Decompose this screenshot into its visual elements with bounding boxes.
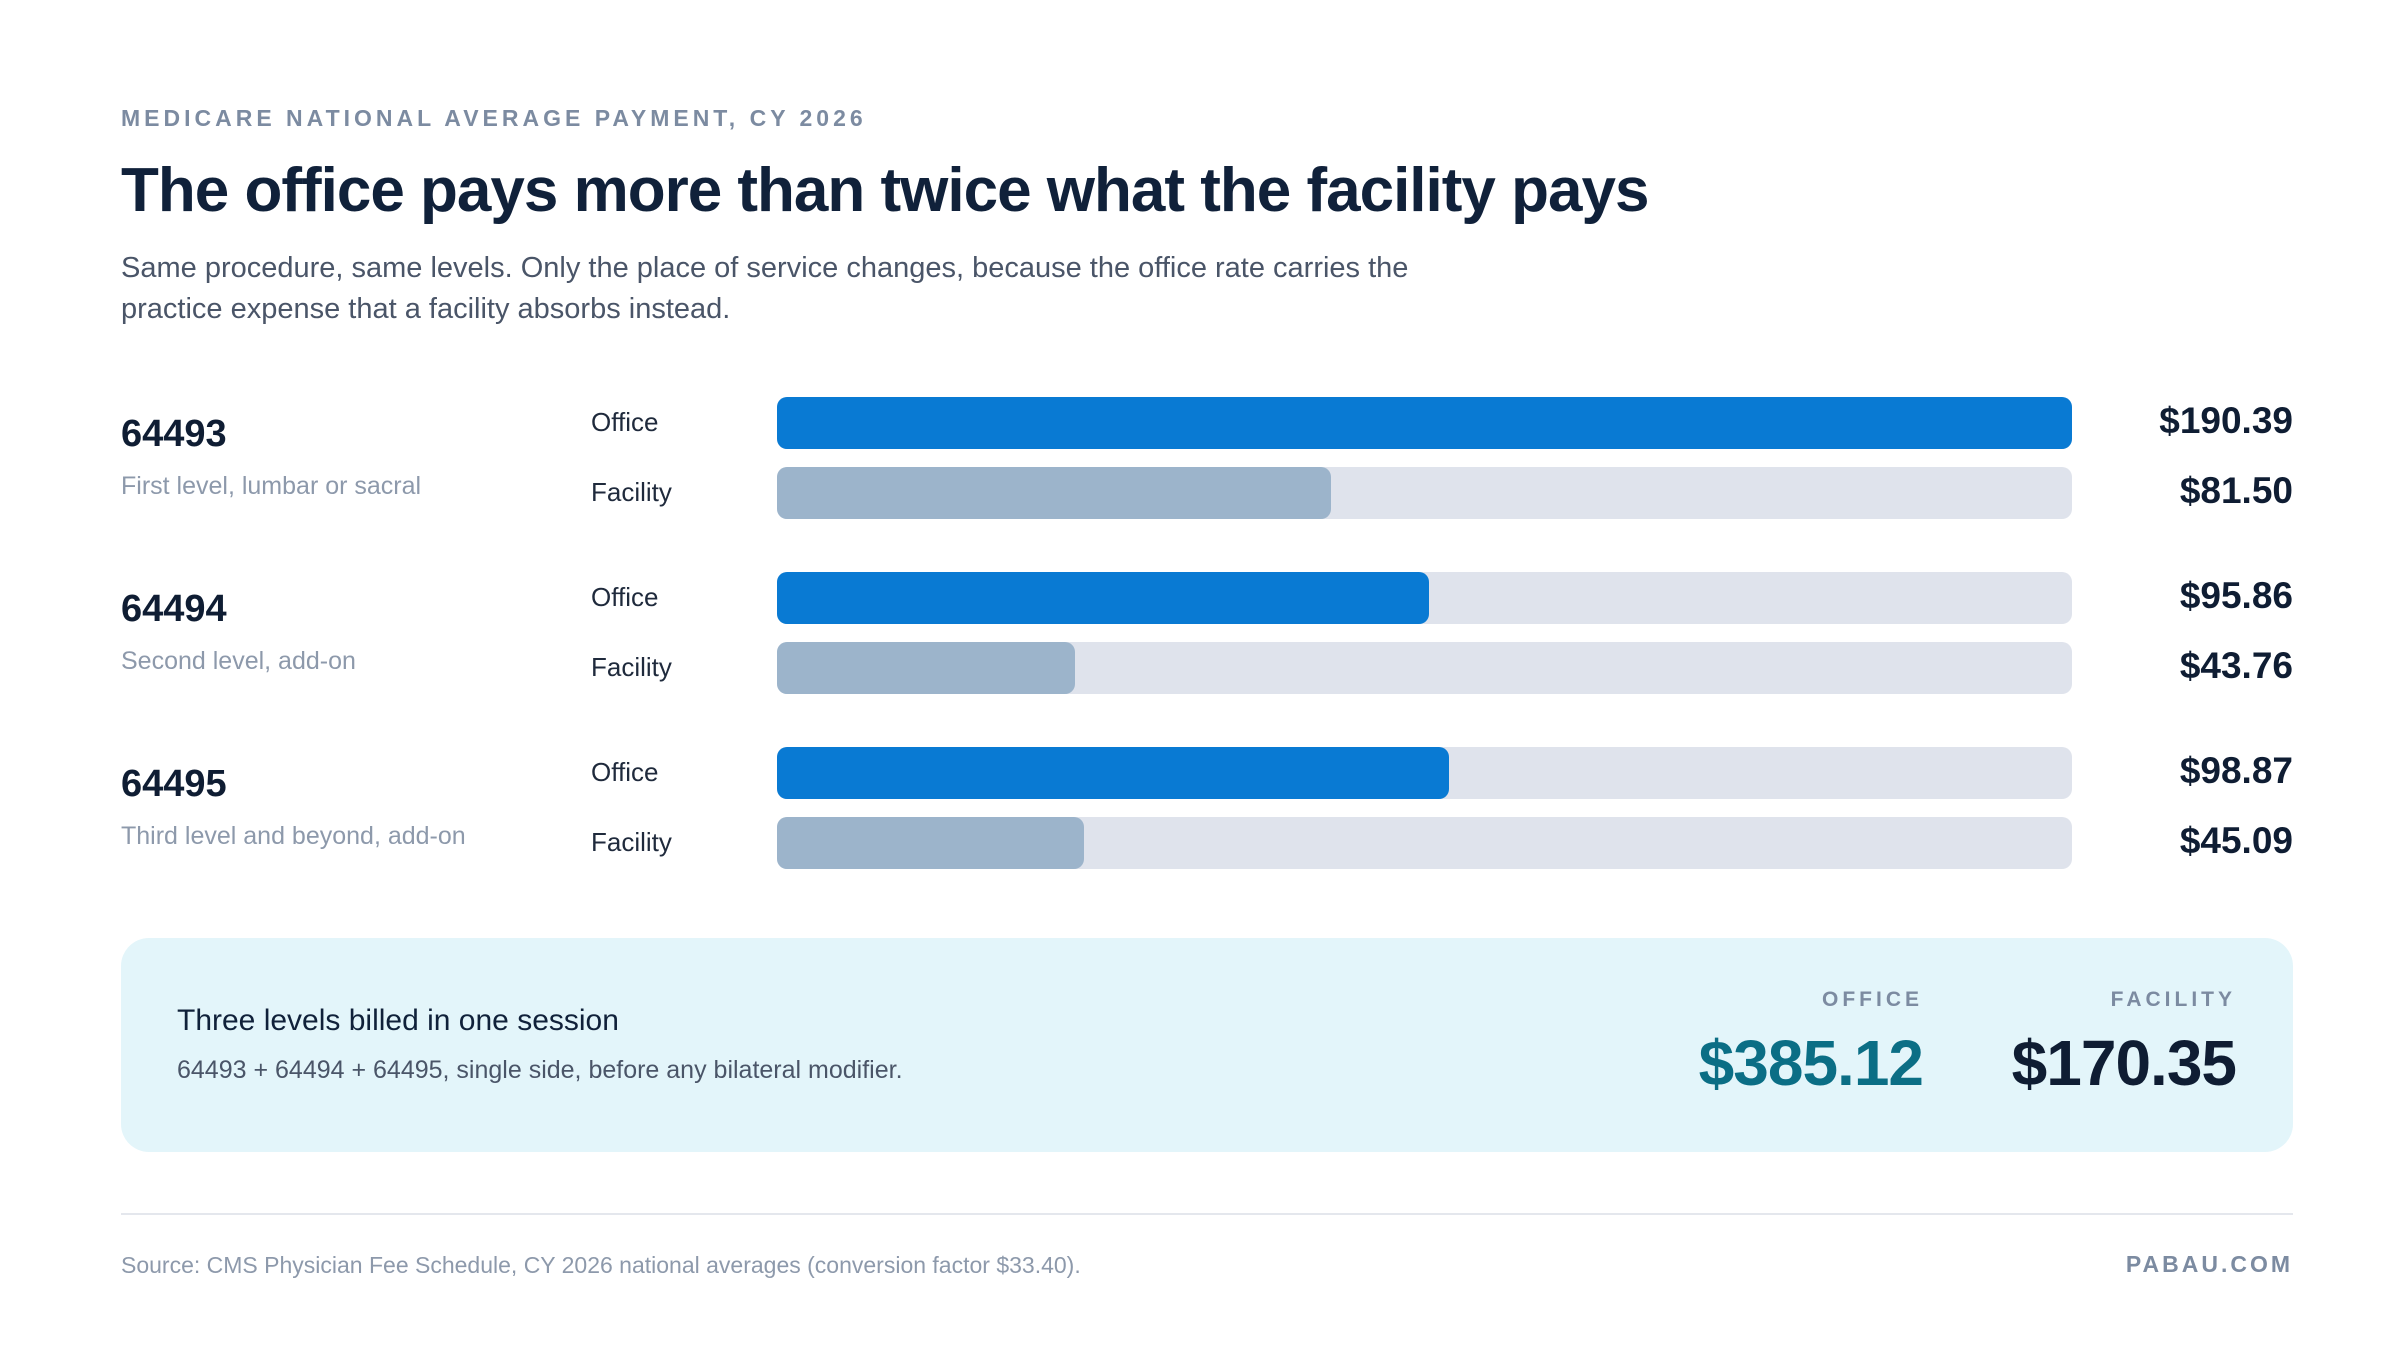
value-label-64494-office: $95.86 <box>2179 575 2293 616</box>
code-label-64495: 64495 <box>121 763 227 805</box>
bar-track-64495-office <box>777 747 2072 799</box>
summary-office: OFFICE $385.12 <box>1698 988 1924 1100</box>
bar-track-64493-facility <box>777 467 2072 519</box>
code-label-64493: 64493 <box>121 413 227 455</box>
brand-logo[interactable]: PABAU.COM <box>2125 1251 2293 1277</box>
facility-total: $170.35 <box>2011 1027 2237 1099</box>
bar-track-64494-facility <box>777 642 2072 694</box>
bar-64494-office <box>777 572 1429 624</box>
bar-label-64494-facility: Facility <box>591 652 672 682</box>
summary-title: Three levels billed in one session <box>177 1004 619 1037</box>
code-description-64493: First level, lumbar or sacral <box>121 472 422 500</box>
code-description-64494: Second level, add-on <box>121 647 356 675</box>
bar-64493-office <box>777 397 2072 449</box>
facility-caption: FACILITY <box>2110 988 2236 1011</box>
bar-label-64495-facility: Facility <box>591 827 672 857</box>
page-subtitle: Same procedure, same levels. Only the pl… <box>121 252 1409 325</box>
value-label-64495-office: $98.87 <box>2179 750 2293 791</box>
value-label-64495-facility: $45.09 <box>2179 820 2293 861</box>
bar-label-64493-office: Office <box>591 407 659 437</box>
summary-card: Three levels billed in one session 64493… <box>121 938 2293 1152</box>
bar-64493-facility <box>777 467 1331 519</box>
code-label-64494: 64494 <box>121 588 227 630</box>
summary-subtitle: 64493 + 64494 + 64495, single side, befo… <box>177 1056 903 1084</box>
office-total: $385.12 <box>1698 1027 1924 1099</box>
value-label-64493-office: $190.39 <box>2159 400 2293 441</box>
bar-track-64494-office <box>777 572 2072 624</box>
code-description-64495: Third level and beyond, add-on <box>121 822 466 850</box>
bar-track-64495-facility <box>777 817 2072 869</box>
value-label-64494-facility: $43.76 <box>2179 645 2293 686</box>
bar-label-64495-office: Office <box>591 757 659 787</box>
source-note: Source: CMS Physician Fee Schedule, CY 2… <box>121 1252 1081 1278</box>
footer-divider <box>121 1213 2293 1215</box>
bar-64495-office <box>777 747 1449 799</box>
bar-label-64493-facility: Facility <box>591 477 672 507</box>
eyebrow: MEDICARE NATIONAL AVERAGE PAYMENT, CY 20… <box>121 105 867 131</box>
summary-facility: FACILITY $170.35 <box>2011 988 2237 1100</box>
page-title: The office pays more than twice what the… <box>121 156 1649 225</box>
bar-64495-facility <box>777 817 1084 869</box>
bar-label-64494-office: Office <box>591 582 659 612</box>
value-label-64493-facility: $81.50 <box>2179 470 2293 511</box>
bar-track-64493-office <box>777 397 2072 449</box>
bar-64494-facility <box>777 642 1075 694</box>
office-caption: OFFICE <box>1822 988 1923 1011</box>
bar-chart: 64493 First level, lumbar or sacral Office… <box>121 397 2293 869</box>
